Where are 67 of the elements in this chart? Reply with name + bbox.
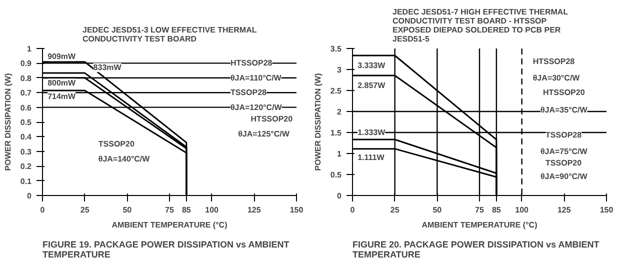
chart-title: JEDEC JESD51-7 HIGH EFFECTIVE THERMAL CONDUCTIVITY TEST BOARD - HTSSOP EXPOSED DIEPAD SOLDERED TO PCB PER JESD51-5 [392, 8, 568, 44]
y-tick-label: 3 [337, 66, 342, 74]
x-tick-label: 150 [600, 206, 614, 214]
x-tick-label: 0 [40, 206, 46, 214]
y-tick-label: 1.5 [330, 128, 342, 138]
y-tick-label: 0.3 [20, 147, 32, 156]
annotation: 3.333W [358, 60, 386, 70]
annotation: θJA=90°C/W [540, 172, 588, 181]
annotation: θJA=140°C/W [98, 154, 150, 164]
annotation: θJA=75°C/W [540, 146, 588, 156]
x-tick-label: 85 [182, 206, 192, 214]
x-tick-label: 50 [432, 206, 442, 214]
x-axis-title: AMBIENT TEMPERATURE (°C) [422, 220, 538, 230]
x-tick-label: 25 [80, 206, 90, 214]
y-axis-title: POWER DISSIPATION (W) [3, 72, 12, 171]
x-tick-label: 0 [350, 206, 356, 214]
x-tick-label: 50 [122, 206, 132, 214]
annotation: TSSOP28 [230, 88, 268, 98]
x-axis-title: AMBIENT TEMPERATURE (°C) [112, 220, 228, 230]
x-tick-label: 150 [290, 206, 304, 214]
y-tick-label: 0 [337, 192, 342, 200]
annotation: HTSSOP20 [250, 114, 294, 124]
y-tick-label: 1 [337, 150, 342, 158]
x-tick-label: 75 [165, 206, 174, 214]
annotation: θJA=125°C/W [238, 129, 290, 138]
annotation: TSSOP20 [98, 140, 135, 149]
x-tick-label: 125 [247, 206, 262, 214]
annotation: 2.857W [358, 80, 386, 90]
annotation: θJA=35°C/W [540, 106, 588, 115]
annotation: HTSSOP28 [230, 58, 273, 68]
annotation: TSSOP20 [546, 158, 582, 168]
annotation: 714mW [48, 92, 76, 101]
x-tick-label: 25 [390, 206, 400, 214]
y-tick-label: 0.7 [20, 88, 32, 98]
x-tick-label: 100 [515, 206, 530, 214]
caption: FIGURE 19. PACKAGE POWER DISSIPATION vs AMBIENT TEMPERATURE [42, 240, 290, 260]
y-tick-label: 0.2 [20, 162, 32, 172]
y-tick-label: 0.6 [20, 103, 32, 112]
y-tick-label: 0.4 [20, 132, 32, 142]
annotation: TSSOP28 [546, 130, 582, 140]
annotation: θJA=30°C/W [532, 73, 580, 82]
x-tick-label: 125 [557, 206, 572, 214]
y-tick-label: 0.5 [330, 170, 342, 180]
chart-title: JEDEC JESD51-3 LOW EFFECTIVE THERMAL CONDUCTIVITY TEST BOARD [82, 26, 257, 44]
y-tick-label: 0.9 [20, 59, 32, 68]
annotation: 909mW [48, 52, 76, 62]
annotation: 1.333W [358, 128, 386, 137]
annotation: HTSSOP20 [543, 88, 586, 98]
x-tick-label: 75 [475, 206, 484, 214]
annotation: 833mW [93, 63, 122, 72]
y-tick-label: 3.5 [330, 44, 342, 54]
y-tick-label: 0.1 [20, 176, 32, 186]
x-tick-label: 85 [492, 206, 502, 214]
y-tick-label: 0 [27, 192, 32, 200]
annotation: θJA=120°C/W [230, 102, 282, 112]
caption: FIGURE 20. PACKAGE POWER DISSIPATION vs AMBIENT TEMPERATURE [352, 240, 600, 260]
annotation: 800mW [48, 78, 76, 88]
y-axis-title: POWER DISSIPATION (W) [313, 72, 322, 171]
annotation: HTSSOP28 [532, 57, 576, 66]
annotation: 1.111W [358, 152, 385, 162]
y-tick-label: 1 [27, 44, 32, 54]
y-tick-label: 0.5 [20, 118, 32, 127]
y-tick-label: 0.8 [20, 74, 32, 83]
annotation: θJA=110°C/W [230, 73, 282, 82]
y-tick-label: 2.5 [330, 86, 342, 96]
y-tick-label: 2 [337, 108, 342, 116]
x-tick-label: 100 [205, 206, 220, 214]
